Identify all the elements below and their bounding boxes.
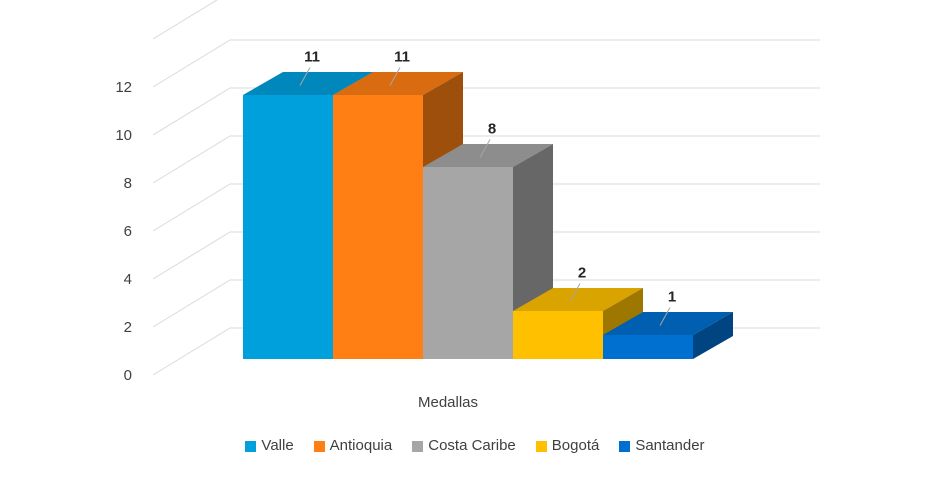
data-label: 11 (394, 49, 410, 66)
data-label: 8 (488, 121, 496, 138)
legend-label: Santander (635, 437, 705, 454)
data-label: 1 (668, 289, 676, 306)
gridline (152, 0, 218, 40)
legend-item: Costa Caribe (412, 436, 516, 456)
bar-top (333, 72, 463, 95)
legend-label: Valle (261, 437, 294, 454)
leader-line (299, 67, 311, 86)
bar-front (333, 95, 423, 359)
bar-side (693, 312, 733, 359)
bar-5 (603, 312, 733, 359)
legend: Valle Antioquia Costa Caribe Bogotá Santande… (0, 436, 950, 456)
bar-front (513, 311, 603, 359)
y-tick-label: 4 (124, 271, 132, 288)
legend-swatch (619, 440, 631, 452)
bars (243, 72, 733, 359)
legend-item: Santander (619, 436, 705, 456)
gridline (152, 39, 820, 88)
legend-swatch (245, 440, 257, 452)
leader-line (389, 67, 401, 86)
bar-front (603, 335, 693, 359)
bar-top (423, 144, 553, 167)
leader-line (659, 307, 671, 326)
bar-front (423, 167, 513, 359)
legend-swatch (535, 440, 547, 452)
y-tick-label: 12 (115, 79, 132, 96)
bar-top (513, 288, 643, 311)
data-label: 11 (304, 49, 320, 66)
y-tick-label: 10 (115, 127, 132, 144)
legend-item: Antioquia (313, 436, 393, 456)
y-tick-label: 6 (124, 223, 132, 240)
legend-label: Costa Caribe (428, 437, 516, 454)
legend-label: Antioquia (329, 437, 393, 454)
bar-front (243, 95, 333, 359)
bar-top (603, 312, 733, 335)
y-axis-ticks: 0 2 4 6 8 10 12 (115, 79, 132, 384)
data-labels: 11 11 8 2 1 (299, 49, 676, 326)
legend-item: Valle (245, 436, 294, 456)
legend-item: Bogotá (535, 436, 600, 456)
data-label: 2 (578, 265, 586, 282)
y-tick-label: 2 (124, 319, 132, 336)
bar-top (243, 72, 373, 95)
legend-swatch (313, 440, 325, 452)
y-tick-label: 0 (124, 367, 132, 384)
legend-label: Bogotá (551, 437, 600, 454)
leader-line (479, 139, 491, 158)
category-label: Medallas (418, 394, 478, 411)
leader-line (569, 283, 581, 302)
y-tick-label: 8 (124, 175, 132, 192)
legend-swatch (412, 440, 424, 452)
